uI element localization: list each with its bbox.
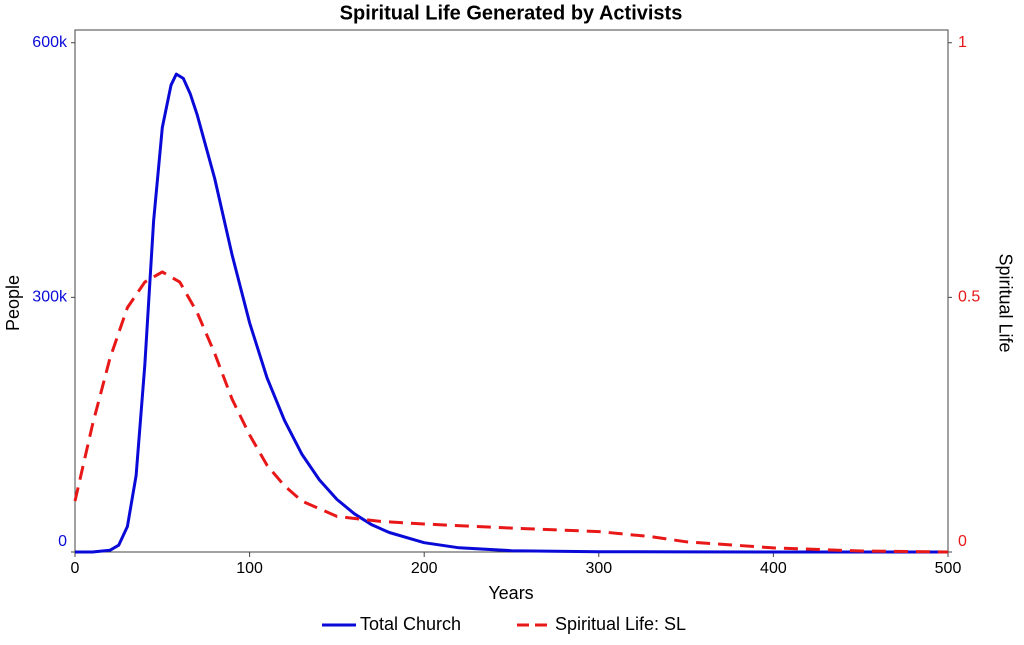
plot-frame — [74, 29, 949, 553]
y-tick-label: 0 — [58, 533, 67, 550]
series-line — [75, 72, 948, 554]
x-tick-label: 300 — [585, 560, 612, 577]
legend-label: Total Church — [360, 614, 461, 634]
x-tick-label: 0 — [71, 560, 80, 577]
x-tick-label: 200 — [411, 560, 438, 577]
y2-tick-label: 0.5 — [958, 289, 980, 306]
y2-tick-label: 1 — [958, 34, 967, 51]
legend-label: Spiritual Life: SL — [555, 614, 686, 634]
y-tick-label: 600k — [32, 34, 68, 51]
x-tick-label: 100 — [236, 560, 263, 577]
chart-title: Spiritual Life Generated by Activists — [340, 2, 683, 24]
y-tick-label: 300k — [32, 289, 68, 306]
x-tick-label: 400 — [760, 560, 787, 577]
x-axis-label: Years — [488, 583, 533, 603]
x-tick-label: 500 — [935, 560, 962, 577]
y-axis-label: People — [3, 275, 23, 331]
y2-tick-label: 0 — [958, 533, 967, 550]
y2-axis-label: Spiritual Life — [995, 253, 1015, 352]
series-line — [73, 270, 949, 554]
